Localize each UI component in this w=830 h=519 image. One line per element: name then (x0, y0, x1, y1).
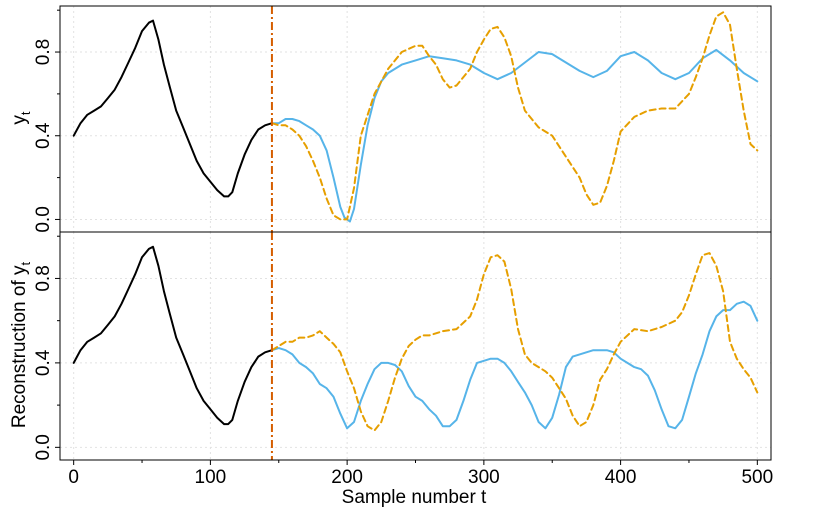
bottom-series-solid-1 (270, 300, 759, 430)
bottom-panel-grid (60, 232, 771, 460)
top-panel: 0.0 0.4 0.8 yt (9, 5, 772, 233)
top-series-solid-1 (270, 48, 759, 223)
top-ytick-label-1: 0.4 (33, 122, 54, 149)
bottom-ytick-label-1: 0.4 (33, 349, 54, 376)
bottom-ytick-label-2: 0.8 (33, 265, 54, 291)
bottom-panel-y-ticks: 0.0 0.4 0.8 (33, 235, 60, 461)
xtick-label-5: 500 (741, 467, 773, 488)
xtick-label-2: 200 (331, 467, 363, 488)
xtick-label-1: 100 (195, 467, 227, 488)
top-panel-series (72, 11, 759, 223)
bottom-ytick-label-0: 0.0 (33, 434, 54, 460)
top-panel-y-axis-title: yt (9, 111, 33, 125)
xtick-label-3: 300 (468, 467, 500, 488)
bottom-series-dashed-2 (270, 252, 759, 432)
x-axis-title: Sample number t (342, 487, 487, 508)
bottom-series-solid-0 (72, 245, 273, 426)
bottom-panel: 0.0 0.4 0.8 0 100 200 300 400 500 Reconstructio… (9, 231, 773, 508)
top-panel-grid (60, 6, 771, 232)
top-ytick-label-0: 0.0 (33, 206, 54, 232)
top-panel-y-ticks: 0.0 0.4 0.8 (33, 9, 60, 233)
bottom-panel-frame (59, 231, 772, 461)
top-ytick-label-2: 0.8 (33, 39, 54, 65)
x-axis-ticks: 0 100 200 300 400 500 (68, 460, 773, 488)
xtick-label-4: 400 (605, 467, 637, 488)
top-series-solid-0 (72, 19, 273, 198)
top-series-dashed-2 (270, 11, 759, 221)
bottom-panel-y-axis-title: Reconstruction of yt (9, 261, 33, 428)
bottom-panel-series (72, 245, 759, 432)
xtick-label-0: 0 (68, 467, 79, 488)
